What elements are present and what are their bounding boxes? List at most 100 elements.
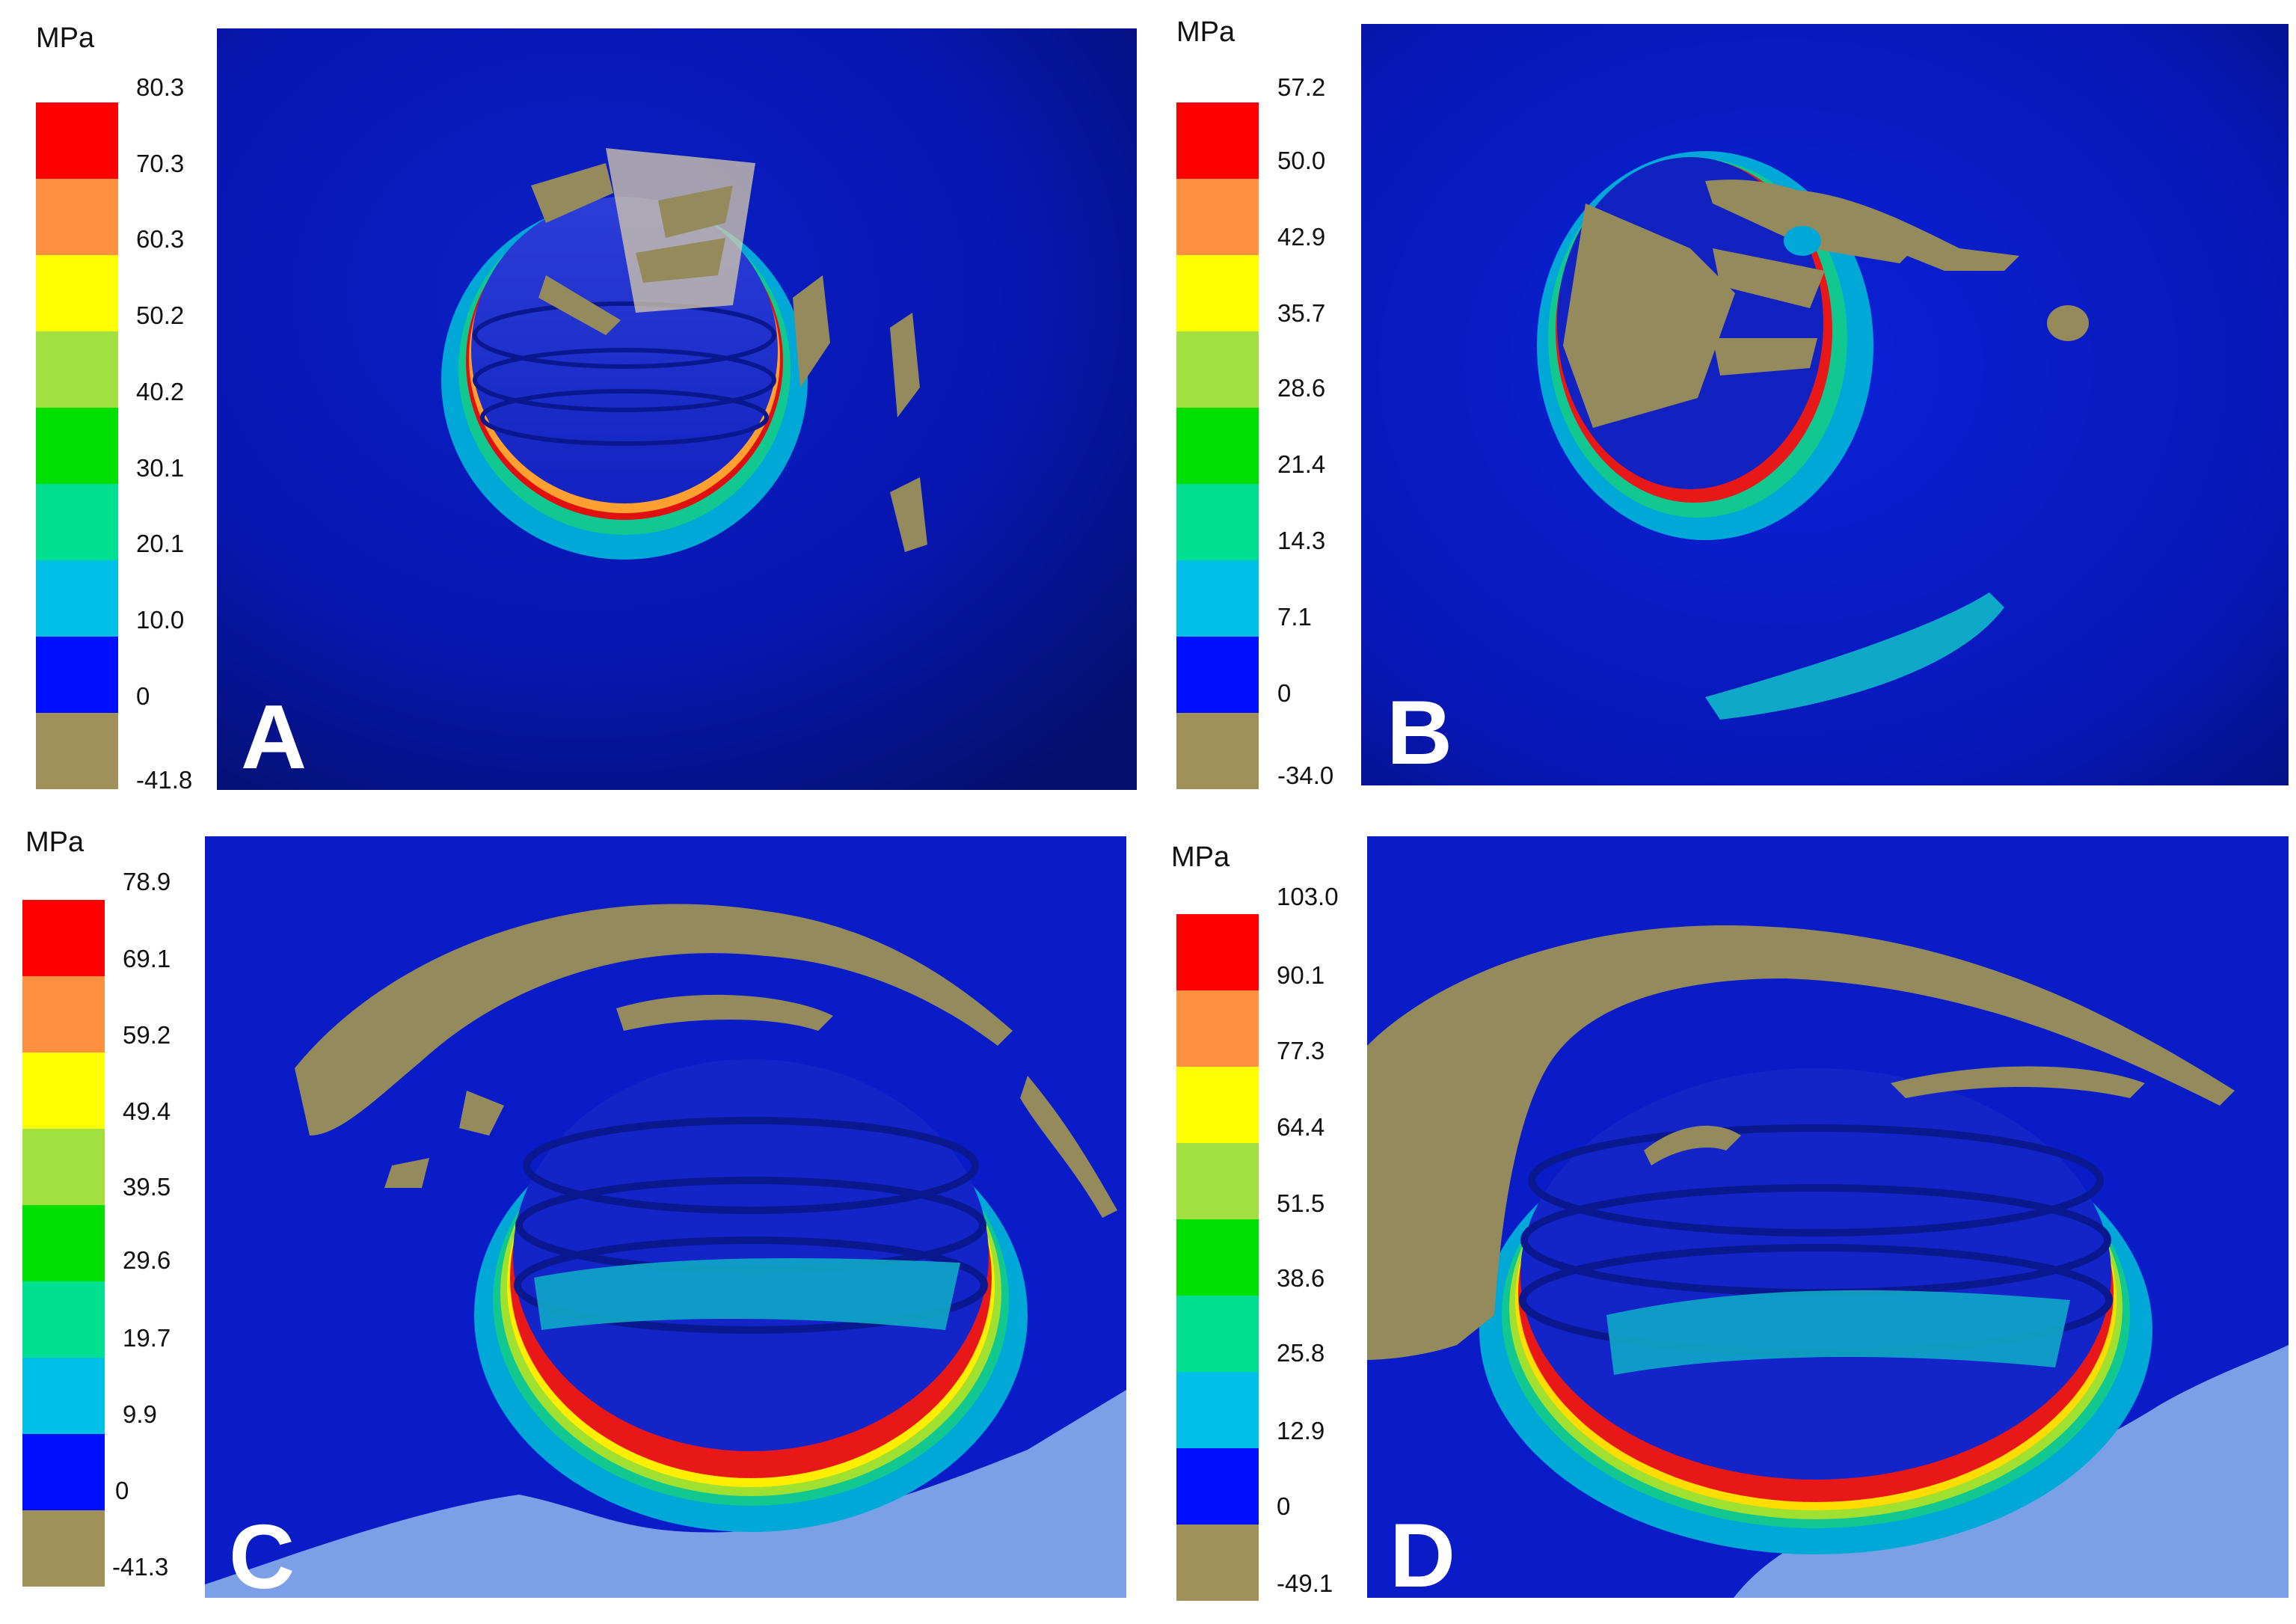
compressive-patch — [538, 275, 621, 335]
compressive-patch — [2047, 305, 2089, 341]
compressive-patch — [531, 163, 613, 223]
scale-tick: 40.2 — [136, 378, 185, 405]
scale-tick: 0 — [1277, 679, 1292, 707]
scale-tick: 90.1 — [1277, 961, 1325, 989]
scale-tick: 50.0 — [1277, 147, 1326, 174]
scale-tick: 9.9 — [123, 1400, 157, 1428]
implant-thread — [473, 301, 776, 369]
panel-label: D — [1390, 1504, 1456, 1598]
stress-contour-view: C — [205, 836, 1126, 1598]
implant-hole — [1520, 1068, 2111, 1480]
scale-swatch — [36, 408, 118, 484]
stress-contour-view: A — [217, 28, 1137, 790]
scale-tick: 10.0 — [136, 606, 185, 634]
scale-swatch — [1176, 713, 1259, 789]
compressive-patch — [1713, 248, 1825, 308]
scale-swatch — [36, 179, 118, 255]
contour-ring-cyan — [1784, 226, 1821, 256]
scale-tick: 51.5 — [1277, 1189, 1325, 1217]
compressive-band — [1367, 925, 2235, 1360]
color-scale — [22, 900, 105, 1587]
scale-tick: 57.2 — [1277, 73, 1326, 101]
scale-swatch — [22, 976, 105, 1052]
scale-swatch — [1176, 331, 1259, 408]
scale-swatch — [36, 560, 118, 637]
scale-swatch — [22, 1510, 105, 1587]
implant-thread — [473, 348, 776, 412]
color-scale — [1176, 914, 1259, 1601]
compressive-patch — [1891, 1066, 2145, 1098]
scale-swatch — [1176, 102, 1259, 179]
compressive-patch — [1644, 1125, 1741, 1165]
scale-swatch — [1176, 255, 1259, 331]
scale-tick: 14.3 — [1277, 527, 1326, 554]
compressive-patch — [890, 313, 920, 417]
scale-tick: 59.2 — [123, 1021, 171, 1049]
scale-tick: 64.4 — [1277, 1113, 1325, 1141]
implant-hole — [513, 1059, 989, 1451]
scale-tick: 0 — [115, 1477, 129, 1504]
compressive-patch — [616, 994, 833, 1031]
compressive-band — [1728, 189, 2019, 271]
compressive-patch — [890, 477, 927, 552]
scale-tick: 21.4 — [1277, 450, 1326, 478]
scale-tick: 69.1 — [123, 945, 171, 972]
scale-swatch — [1176, 637, 1259, 713]
compressive-band — [295, 904, 1013, 1136]
tensile-patch-cyan — [534, 1258, 960, 1330]
scale-tick: 29.6 — [123, 1246, 171, 1274]
unit-label: MPa — [1176, 16, 1236, 48]
implant-thread — [514, 1237, 988, 1334]
implant-abutment — [1563, 203, 1735, 428]
stress-contour-view: D — [1367, 836, 2289, 1598]
scale-tick: 28.6 — [1277, 374, 1326, 402]
scale-swatch — [36, 484, 118, 560]
scale-tick: 12.9 — [1277, 1417, 1325, 1444]
scale-swatch — [1176, 484, 1259, 560]
compressive-patch — [658, 186, 733, 238]
tensile-patch-cyan — [1705, 592, 2004, 720]
soft-tissue-region — [205, 1390, 1126, 1598]
scale-swatch — [1176, 990, 1259, 1067]
scale-tick: 38.6 — [1277, 1264, 1325, 1292]
unit-label: MPa — [1171, 842, 1230, 873]
scale-tick: 20.1 — [136, 530, 185, 557]
scale-swatch — [1176, 914, 1259, 990]
scale-tick: 19.7 — [123, 1324, 171, 1352]
compressive-patch — [1020, 1076, 1117, 1218]
scale-swatch — [36, 102, 118, 179]
panel-label: B — [1387, 681, 1453, 783]
scale-tick: -41.3 — [112, 1553, 169, 1581]
unit-label: MPa — [36, 22, 95, 54]
scale-tick: -34.0 — [1277, 762, 1334, 789]
implant-thread — [480, 389, 769, 446]
compressive-patch — [459, 1091, 504, 1136]
scale-tick: 77.3 — [1277, 1037, 1325, 1064]
panel-label: A — [241, 686, 307, 788]
scale-swatch — [36, 637, 118, 713]
scale-swatch — [22, 1205, 105, 1281]
scale-tick: 60.3 — [136, 225, 185, 253]
scale-tick: -41.8 — [136, 766, 193, 794]
scale-swatch — [1176, 1525, 1259, 1601]
scale-swatch — [1176, 1296, 1259, 1372]
scale-tick: 7.1 — [1277, 603, 1312, 631]
scale-swatch — [36, 331, 118, 408]
scale-swatch — [22, 1358, 105, 1434]
implant-thread — [1528, 1124, 2104, 1237]
scale-tick: 35.7 — [1277, 299, 1326, 327]
implant-thread — [523, 1117, 979, 1214]
scale-tick: 80.3 — [136, 73, 185, 101]
scale-swatch — [22, 1052, 105, 1129]
scale-swatch — [36, 255, 118, 331]
scale-tick: 25.8 — [1277, 1339, 1325, 1367]
scale-tick: -49.1 — [1277, 1569, 1333, 1597]
color-scale — [1176, 102, 1259, 789]
scale-tick: 39.5 — [123, 1173, 171, 1201]
compressive-patch — [384, 1158, 429, 1188]
scale-swatch — [36, 713, 118, 789]
scale-swatch — [22, 900, 105, 976]
scale-tick: 70.3 — [136, 150, 185, 177]
scale-swatch — [1176, 1067, 1259, 1143]
scale-tick: 0 — [136, 682, 150, 710]
